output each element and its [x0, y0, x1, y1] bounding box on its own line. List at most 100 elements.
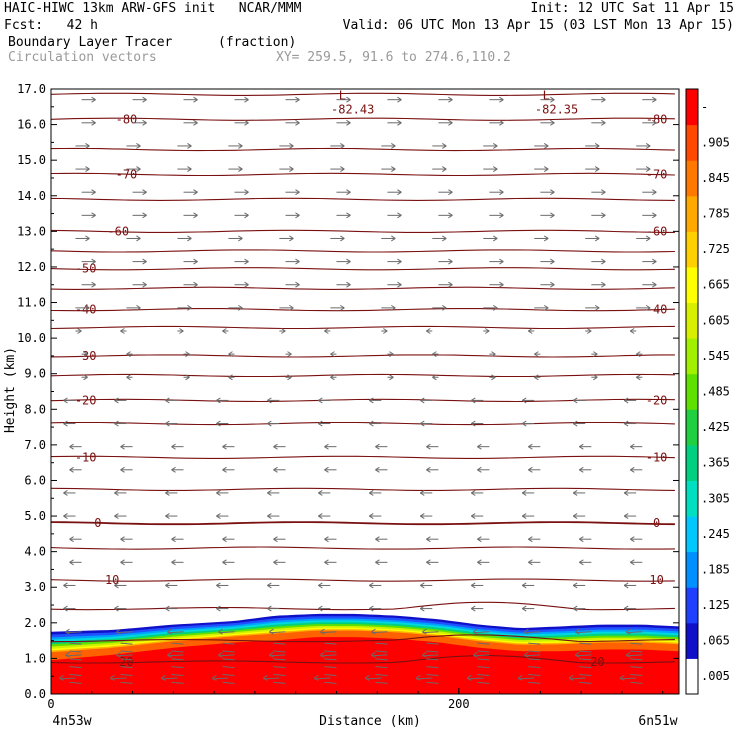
contour-label: 10	[649, 573, 663, 587]
colorbar-label: .665	[701, 278, 730, 292]
wind-vector-head	[267, 582, 272, 589]
wind-vector-head	[645, 304, 651, 311]
wind-vector-head	[448, 119, 453, 126]
wind-vector-head	[222, 559, 227, 566]
wind-vector	[320, 654, 337, 657]
colorbar-label: .125	[701, 598, 730, 612]
header-line1-right: Init: 12 UTC Sat 11 Apr 15	[530, 1, 735, 16]
wind-vector-head	[318, 513, 323, 519]
wind-vector-head	[521, 420, 527, 427]
wind-vector-head	[136, 304, 141, 311]
colorbar-swatch	[686, 231, 698, 268]
cross-section-coords: XY= 259.5, 91.6 to 274.6,110.2	[276, 50, 511, 65]
wind-vector-head	[550, 119, 555, 126]
wind-vector	[273, 673, 286, 676]
wind-vector-head	[228, 351, 233, 358]
wind-vector-head	[575, 651, 580, 658]
y-tick-label: 11.0	[17, 296, 46, 310]
wind-vector-head	[114, 513, 119, 519]
wind-vector-head	[470, 397, 476, 404]
wind-vector	[171, 658, 184, 661]
wind-vector-head	[448, 281, 453, 288]
wind-vector	[218, 631, 235, 634]
wind-vector	[120, 681, 133, 684]
wind-vector	[69, 673, 82, 676]
wind-vector-head	[267, 513, 272, 519]
contour-label: -70	[646, 167, 668, 181]
wind-vector	[161, 677, 178, 680]
wind-vector-head	[216, 513, 221, 519]
wind-vector-head	[193, 119, 198, 126]
wind-vector	[365, 677, 382, 680]
wind-vector-head	[375, 443, 380, 450]
wind-vector-head	[65, 628, 70, 635]
wind-vector-head	[416, 675, 421, 681]
wind-vector-head	[550, 212, 555, 219]
contour-line-extra-3	[51, 249, 675, 253]
wind-vector	[620, 677, 637, 680]
wind-vector-head	[579, 559, 584, 566]
wind-vector-head	[601, 212, 606, 219]
contour-line-3	[51, 267, 675, 271]
y-tick-label: 6.0	[24, 473, 46, 487]
wind-vector-head	[314, 675, 319, 681]
wind-vector-head	[193, 258, 198, 265]
wind-vector-head	[534, 374, 539, 381]
wind-vector-head	[222, 328, 227, 334]
colorbar-swatch	[686, 587, 698, 624]
wind-vector-head	[426, 328, 431, 334]
wind-vector-head	[568, 675, 574, 681]
wind-vector-head	[645, 235, 651, 242]
wind-vector-head	[114, 490, 119, 496]
wind-vector-head	[420, 397, 425, 404]
contour-label: -50	[75, 262, 97, 276]
wind-vector-head	[289, 235, 294, 242]
colorbar-swatch	[686, 195, 698, 232]
y-tick-label: 0.0	[24, 687, 46, 701]
wind-vector-head	[318, 490, 323, 496]
wind-vector	[273, 658, 286, 661]
x-tick-label: 0	[47, 697, 54, 711]
wind-vector-head	[238, 143, 243, 149]
wind-vector-head	[473, 651, 478, 658]
wind-vector	[116, 654, 133, 657]
wind-vector-head	[572, 397, 578, 404]
wind-vector-head	[601, 96, 606, 103]
colorbar-swatch	[686, 658, 698, 695]
contour-line-extra-11	[51, 634, 675, 643]
wind-vector	[324, 650, 337, 653]
wind-vector-head	[289, 304, 294, 311]
wind-vector	[120, 666, 133, 669]
wind-vector-head	[120, 559, 125, 566]
wind-vector-head	[528, 466, 533, 473]
x-axis-label: Distance (km)	[319, 714, 421, 729]
y-tick-label: 1.0	[24, 651, 46, 665]
wind-vector-head	[652, 212, 657, 219]
wind-vector-head	[630, 536, 635, 543]
wind-vector-head	[550, 281, 555, 288]
wind-vector	[371, 631, 388, 634]
contour-line-10	[51, 655, 675, 664]
y-tick-label: 17.0	[17, 82, 46, 96]
wind-vector	[222, 658, 235, 661]
wind-vector-head	[623, 490, 629, 496]
wind-vector-head	[375, 536, 380, 543]
wind-vector-head	[594, 143, 600, 149]
wind-vector-head	[426, 466, 431, 473]
contour-line-8	[51, 521, 675, 526]
wind-vector	[575, 654, 592, 657]
wind-vector	[579, 673, 592, 676]
wind-vector-head	[586, 328, 592, 334]
axes: 0.0 1.0 2.0 3.0 4.0 5.0 6.0 7.0 8.0 9.0 10.0 11.0 12…	[17, 82, 680, 711]
wind-vector-head	[295, 258, 300, 265]
wind-vector-head	[491, 351, 496, 358]
wind-vector-head	[142, 119, 147, 126]
contour-line-0	[51, 117, 675, 121]
colorbar-label: .905	[701, 135, 730, 149]
wind-vector-head	[120, 328, 125, 334]
wind-vector	[212, 677, 229, 680]
wind-vector-head	[477, 443, 482, 450]
contour-label: -40	[646, 303, 668, 317]
wind-vector-head	[126, 351, 131, 358]
